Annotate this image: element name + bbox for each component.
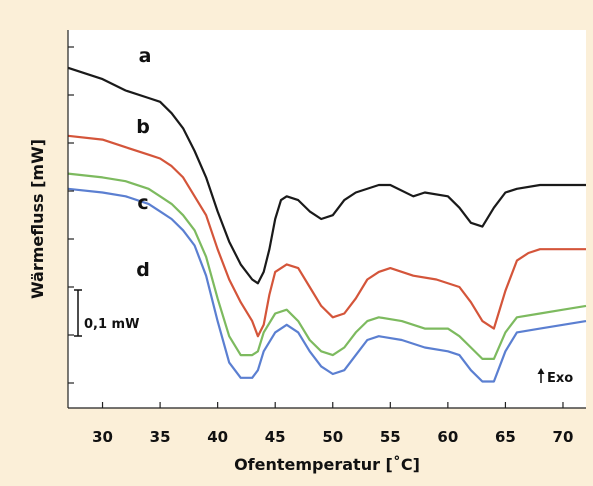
series-label-b: b [136, 116, 150, 138]
scale-bar-label: 0,1 mW [84, 317, 139, 332]
x-tick-label: 45 [265, 428, 286, 446]
series-line-d [67, 187, 587, 383]
series-label-layer: a b c d [136, 45, 151, 281]
x-tick-label: 60 [437, 428, 458, 446]
x-tick-label: 50 [322, 428, 343, 446]
exo-arrow-head-icon [537, 368, 545, 374]
scale-bar: 0,1 mW [74, 289, 139, 337]
x-tick-label: 70 [553, 428, 574, 446]
series-line-a [67, 66, 586, 285]
tick-layer: 30 35 40 45 50 55 60 65 70 [68, 46, 574, 446]
series-line-c [67, 172, 587, 360]
series-line-b [67, 134, 586, 338]
series-layer [67, 66, 587, 383]
x-tick-label: 35 [150, 428, 171, 446]
series-label-c: c [137, 192, 148, 214]
y-axis-title: Wärmefluss [mW] [28, 139, 47, 299]
x-tick-label: 30 [92, 428, 113, 446]
x-axis-title: Ofentemperatur [˚C] [234, 455, 420, 474]
series-label-a: a [139, 45, 152, 67]
x-tick-label: 40 [207, 428, 228, 446]
plot-area [68, 30, 586, 408]
series-label-d: d [136, 259, 150, 281]
exo-indicator: Exo [537, 368, 573, 386]
exo-label: Exo [547, 371, 573, 386]
x-tick-label: 65 [495, 428, 516, 446]
x-tick-label: 55 [380, 428, 401, 446]
